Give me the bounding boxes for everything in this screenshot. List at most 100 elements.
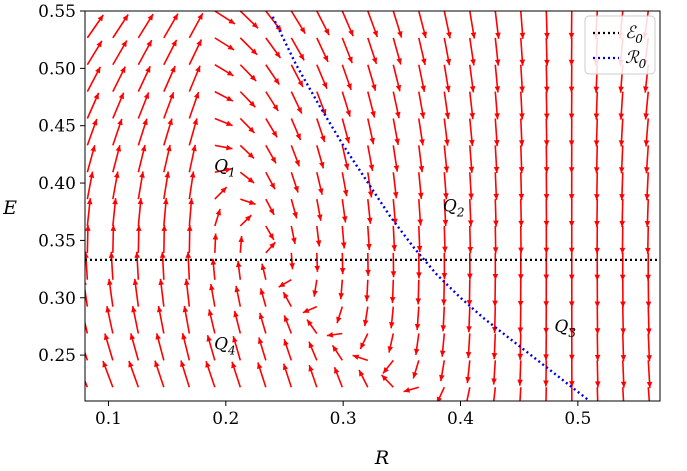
field-arrow-head bbox=[445, 85, 451, 93]
field-arrow-head bbox=[419, 112, 426, 119]
field-arrow-head bbox=[338, 292, 345, 300]
field-arrow-head bbox=[196, 39, 202, 47]
field-arrow-head bbox=[314, 265, 321, 272]
legend-box bbox=[584, 15, 656, 75]
field-arrow-head bbox=[419, 139, 425, 146]
field-arrow-head bbox=[341, 216, 348, 223]
field-arrow-head bbox=[316, 214, 323, 221]
field-arrow-head bbox=[172, 13, 178, 21]
field-arrow-head bbox=[308, 365, 314, 372]
field-arrow-head bbox=[93, 92, 99, 100]
field-arrow-head bbox=[491, 352, 498, 360]
field-arrow-head bbox=[247, 177, 255, 183]
field-arrow-head bbox=[268, 208, 275, 215]
field-arrow-head bbox=[118, 92, 124, 100]
field-arrow-head bbox=[162, 198, 169, 205]
field-arrow-head bbox=[518, 193, 525, 200]
field-arrow-head bbox=[397, 31, 403, 38]
field-arrow-head bbox=[283, 315, 290, 323]
field-arrow-head bbox=[645, 301, 652, 308]
field-arrow-head bbox=[105, 306, 111, 313]
field-arrow-head bbox=[619, 274, 626, 281]
field-arrow-head bbox=[121, 40, 127, 48]
field-arrow-head bbox=[618, 113, 625, 120]
field-arrow-head bbox=[92, 119, 98, 126]
field-arrow-head bbox=[620, 328, 626, 335]
x-axis-label: R bbox=[374, 447, 389, 469]
field-arrow bbox=[85, 319, 89, 334]
field-arrow-head bbox=[468, 166, 475, 173]
field-arrow-head bbox=[226, 95, 233, 102]
field-arrow-head bbox=[618, 86, 624, 93]
field-arrow bbox=[85, 379, 89, 388]
field-arrow-head bbox=[90, 145, 96, 152]
field-arrow-head bbox=[645, 274, 651, 281]
field-arrow-head bbox=[518, 140, 525, 147]
field-arrow-head bbox=[112, 198, 118, 205]
field-arrow-head bbox=[139, 171, 145, 178]
field-arrow-head bbox=[646, 381, 653, 388]
field-arrow-head bbox=[238, 235, 244, 243]
field-arrow-head bbox=[420, 85, 426, 92]
field-arrow-head bbox=[283, 339, 289, 346]
field-arrow-head bbox=[323, 28, 330, 36]
field-arrow-head bbox=[568, 194, 575, 201]
field-arrow bbox=[596, 387, 599, 401]
field-arrow-head bbox=[278, 281, 286, 288]
field-arrow-head bbox=[231, 361, 237, 369]
field-arrow-head bbox=[543, 327, 549, 334]
field-arrow-head bbox=[340, 242, 347, 249]
field-arrow-head bbox=[103, 333, 110, 341]
field-arrow-head bbox=[360, 342, 366, 350]
field-arrow-head bbox=[392, 192, 399, 199]
field-arrow-head bbox=[403, 387, 411, 393]
field-arrow-head bbox=[283, 292, 289, 299]
field-arrow-head bbox=[394, 138, 400, 145]
x-tick-label: 0.2 bbox=[212, 409, 239, 429]
field-arrow-head bbox=[519, 59, 526, 66]
field-arrow-head bbox=[251, 22, 259, 29]
field-arrow-head bbox=[339, 268, 346, 275]
field-arrow-head bbox=[345, 110, 351, 117]
field-arrow-head bbox=[297, 80, 303, 87]
field-arrow-head bbox=[315, 240, 322, 247]
field-arrow-head bbox=[387, 346, 394, 353]
field-arrow-head bbox=[647, 408, 653, 414]
field-arrow-head bbox=[102, 361, 108, 368]
field-arrow-head bbox=[226, 144, 233, 151]
field-arrow-head bbox=[289, 263, 295, 270]
field-arrow-head bbox=[388, 322, 395, 329]
field-arrow-head bbox=[618, 167, 625, 174]
field-arrow-head bbox=[568, 247, 575, 254]
field-arrow-head bbox=[307, 319, 313, 327]
field-arrow-head bbox=[492, 300, 498, 307]
field-arrow-head bbox=[441, 273, 448, 280]
field-arrow-head bbox=[128, 360, 134, 368]
field-arrow-head bbox=[568, 167, 575, 174]
field-arrow-head bbox=[594, 247, 600, 254]
field-arrow-head bbox=[544, 32, 550, 39]
field-arrow-head bbox=[359, 369, 365, 377]
field-arrow-head bbox=[517, 300, 524, 307]
field-arrow-head bbox=[248, 126, 255, 133]
field-arrow-head bbox=[421, 58, 427, 65]
field-arrow-head bbox=[296, 106, 302, 114]
field-arrow-head bbox=[167, 118, 173, 126]
field-arrow-head bbox=[220, 187, 227, 194]
field-arrow-head bbox=[413, 348, 420, 355]
field-arrow-head bbox=[418, 192, 424, 199]
field-arrow-head bbox=[97, 14, 104, 22]
field-arrow-head bbox=[594, 301, 601, 308]
field-arrow-head bbox=[494, 113, 500, 120]
field-arrow-head bbox=[469, 112, 476, 120]
field-arrow-head bbox=[519, 113, 525, 120]
field-arrow-head bbox=[646, 355, 652, 362]
field-arrow-head bbox=[595, 408, 601, 414]
field-arrow-head bbox=[494, 59, 501, 66]
field-arrow-head bbox=[154, 360, 160, 368]
r0-curve bbox=[271, 16, 591, 401]
field-arrow-head bbox=[293, 185, 299, 193]
field-arrow-head bbox=[371, 57, 378, 64]
field-arrow-head bbox=[271, 130, 278, 138]
field-arrow-head bbox=[465, 351, 472, 359]
